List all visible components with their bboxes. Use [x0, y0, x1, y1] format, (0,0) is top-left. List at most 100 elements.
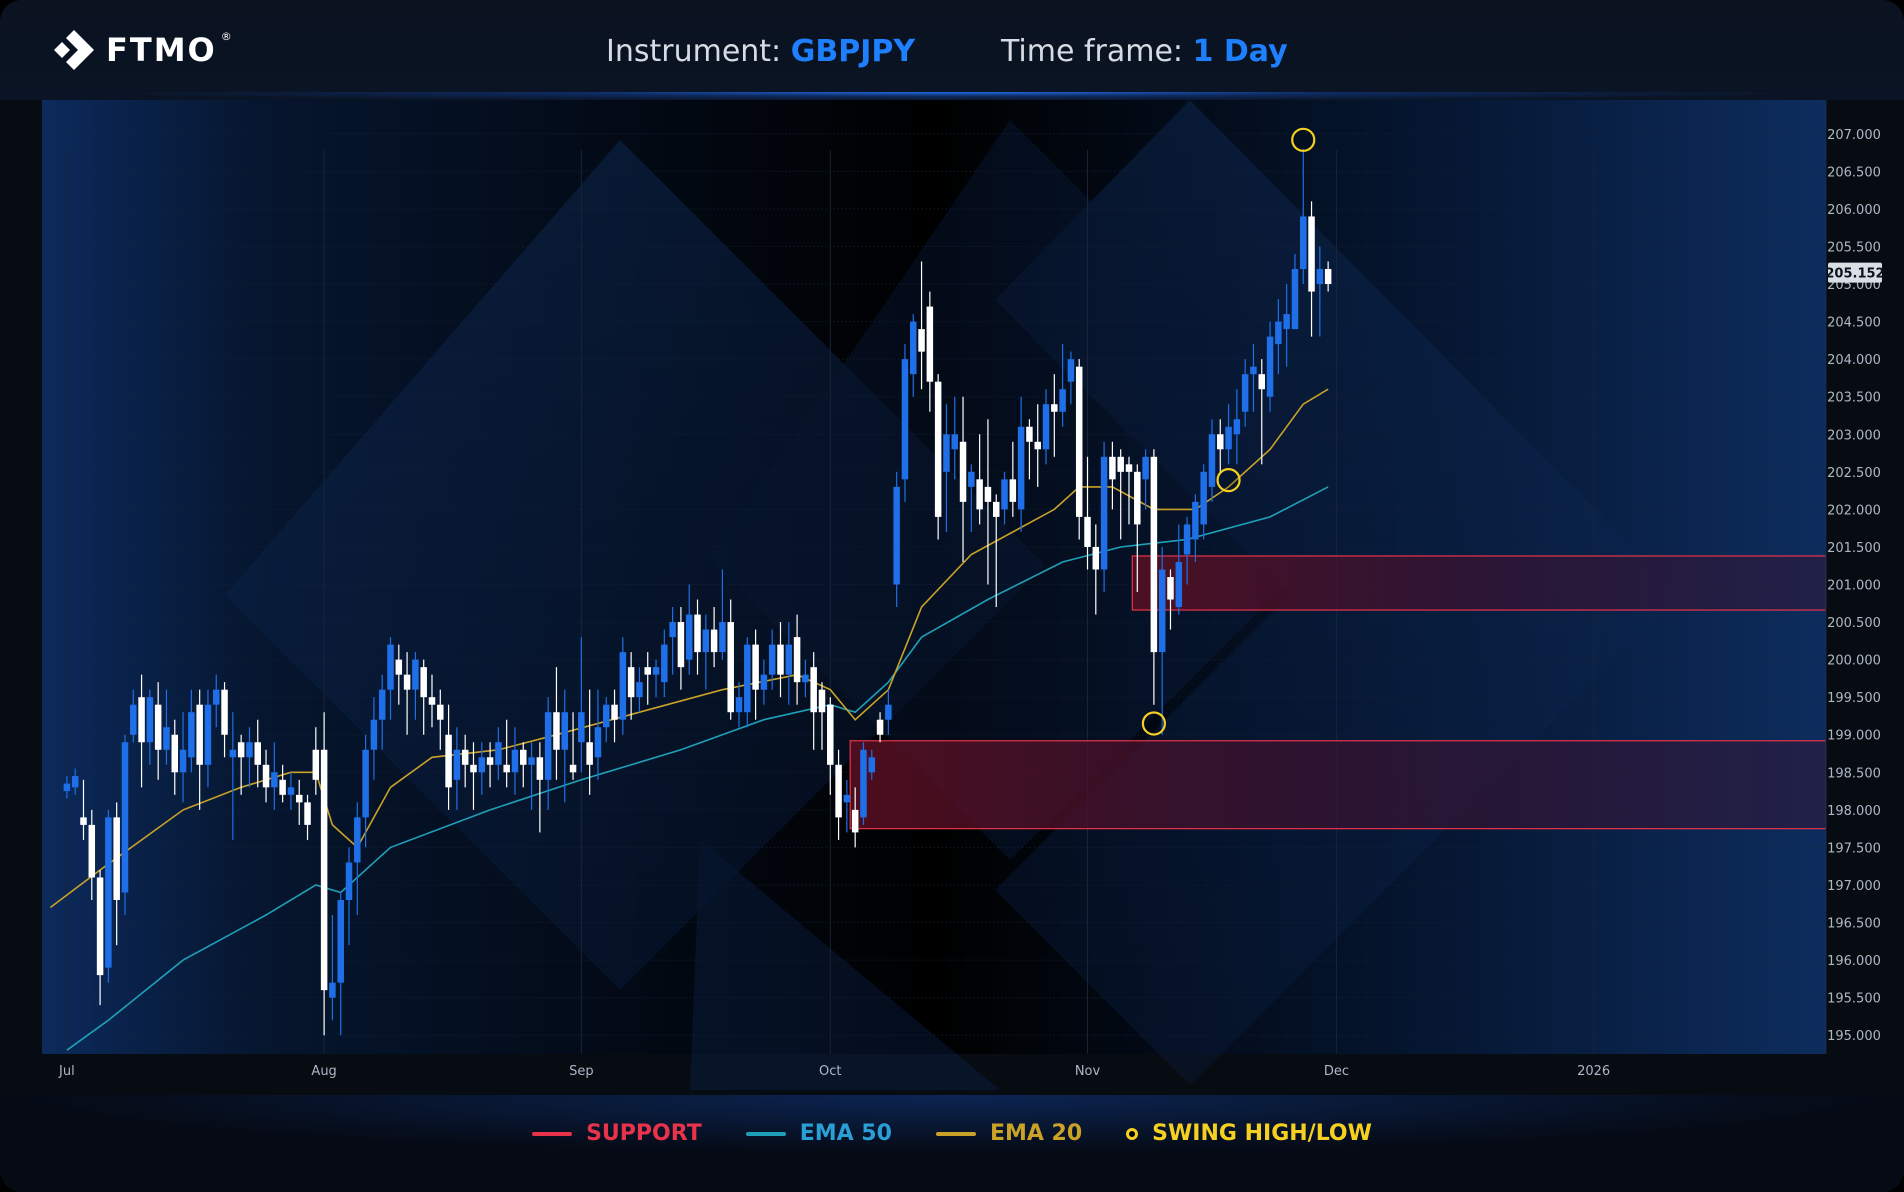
candle: [188, 689, 195, 773]
ema50-swatch: [745, 1131, 786, 1136]
candle: [478, 742, 486, 795]
candle: [536, 742, 544, 833]
candle: [893, 471, 900, 608]
candle-body: [1125, 464, 1133, 472]
candle: [528, 742, 535, 810]
time-tick-label: Nov: [1075, 1064, 1101, 1079]
candle: [594, 689, 602, 780]
ftmo-logo: FTMO ®: [52, 28, 238, 72]
candle-body: [752, 644, 759, 690]
candle-body: [802, 674, 809, 683]
swing-point-marker: [1141, 711, 1166, 736]
candle: [611, 689, 618, 743]
candle-body: [295, 794, 303, 803]
candle: [669, 607, 676, 675]
candle-body: [1258, 374, 1266, 390]
candle-body: [262, 764, 270, 788]
price-chart: 207.000206.500206.000205.500205.000204.5…: [42, 100, 1904, 1095]
candle: [727, 599, 734, 720]
candle-body: [1299, 216, 1307, 270]
candle: [752, 629, 759, 720]
candle: [1150, 449, 1158, 705]
legend-ema20: EMA 20: [935, 1121, 1082, 1146]
candle: [337, 892, 344, 1036]
candle: [470, 742, 477, 810]
candle: [387, 637, 394, 720]
candle-body: [918, 329, 925, 352]
candle: [96, 869, 104, 1006]
candle-body: [594, 727, 602, 758]
candle: [827, 697, 834, 795]
candle: [154, 682, 162, 780]
candle: [1042, 389, 1050, 465]
candle: [163, 689, 170, 765]
timeframe-value: 1 Day: [1192, 34, 1288, 69]
candle-body: [1142, 456, 1149, 480]
candle-body: [943, 434, 950, 472]
candle: [1051, 374, 1058, 457]
candle-body: [354, 817, 361, 863]
candle-body: [96, 877, 104, 976]
candle: [1291, 253, 1299, 330]
support-swatch: [532, 1131, 573, 1136]
candle-body: [113, 817, 120, 901]
legend-ema50-label: EMA 50: [799, 1121, 892, 1146]
candle-body: [827, 704, 834, 765]
candle: [1026, 419, 1033, 480]
candle-body: [163, 727, 170, 750]
candle-body: [968, 471, 975, 487]
candle-body: [130, 704, 137, 735]
candle: [196, 689, 203, 810]
candle-body: [196, 704, 203, 765]
candle-body: [1084, 516, 1091, 547]
candle: [843, 779, 851, 833]
candle: [768, 629, 776, 690]
candle-body: [1250, 366, 1257, 375]
candle: [735, 682, 743, 728]
candle-body: [669, 622, 676, 638]
candle: [213, 674, 220, 728]
candle: [63, 776, 71, 799]
candle: [1100, 441, 1108, 593]
price-tick-label: 202.500: [1827, 466, 1881, 481]
candle: [910, 314, 917, 397]
candle: [976, 434, 983, 525]
candle-body: [644, 667, 651, 675]
candle-body: [221, 689, 228, 735]
candle: [320, 712, 328, 1036]
candle: [636, 667, 643, 713]
candle: [437, 689, 444, 750]
candle: [1017, 396, 1025, 532]
candle-body: [1100, 456, 1108, 570]
candle: [835, 749, 842, 840]
candle: [204, 689, 212, 788]
swing-swatch-icon: [1126, 1127, 1139, 1140]
candle-body: [868, 757, 876, 773]
candle-body: [702, 629, 710, 653]
candle: [569, 712, 577, 780]
candle: [677, 607, 685, 690]
candle-body: [1225, 426, 1232, 450]
candle: [818, 682, 826, 750]
candle-body: [934, 381, 942, 517]
time-tick-label: Oct: [819, 1064, 841, 1079]
candle: [1034, 404, 1041, 487]
candle-body: [71, 776, 79, 788]
time-tick-label: Sep: [569, 1064, 594, 1079]
candle-body: [1158, 569, 1166, 653]
swing-point-marker: [1291, 127, 1316, 152]
time-tick-label: Jul: [58, 1064, 75, 1079]
candle-body: [1208, 434, 1216, 487]
candle-body: [1183, 524, 1191, 555]
candle: [503, 719, 510, 788]
candle: [295, 779, 303, 825]
candle-body: [586, 742, 593, 765]
candle-body: [744, 644, 751, 713]
candle: [279, 764, 286, 803]
candle-body: [486, 757, 494, 765]
timeframe-label: Time frame:: [1001, 34, 1184, 69]
candle-body: [851, 809, 859, 833]
candle-body: [760, 674, 768, 690]
candle-body: [810, 667, 817, 713]
candle-body: [287, 787, 295, 795]
